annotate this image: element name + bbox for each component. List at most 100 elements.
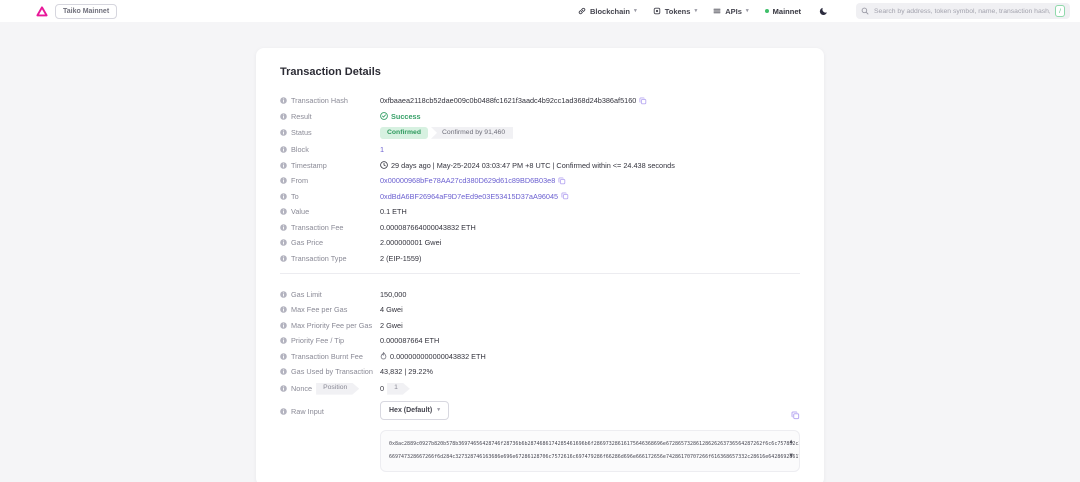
info-icon: [280, 146, 287, 154]
confirmed-by-badge: Confirmed by 91,460: [431, 127, 514, 139]
chain-link-icon: [578, 7, 586, 15]
raw-input-format-dropdown[interactable]: Hex (Default) ▾: [380, 401, 449, 421]
menu-lines-icon: [713, 8, 721, 14]
nav-apis-label: APIs: [725, 6, 742, 16]
timestamp-value: 29 days ago | May-25-2024 03:03:47 PM +8…: [391, 160, 675, 170]
chevron-down-icon: ▾: [745, 8, 749, 14]
row-priority-fee-tip: Priority Fee / Tip 0.000087664 ETH: [280, 336, 800, 345]
nav-tokens[interactable]: Tokens ▾: [653, 7, 697, 16]
burnt-fee-value: 0.000000000000043832 ETH: [390, 351, 486, 361]
info-icon: [280, 408, 287, 415]
info-icon: [280, 129, 287, 137]
info-icon: [280, 321, 287, 329]
row-raw-input: Raw Input Hex (Default) ▾: [280, 401, 800, 421]
row-gas-limit: Gas Limit 150,000: [280, 290, 800, 299]
chevron-down-icon: ▾: [437, 406, 440, 413]
row-max-fee-per-gas: Max Fee per Gas 4 Gwei: [280, 305, 800, 314]
info-icon: [280, 306, 287, 314]
network-status-label: Mainnet: [772, 6, 801, 16]
page-title: Transaction Details: [280, 66, 381, 78]
hex-line-1: 0x8ac2889c0927b820b578b36974656428746f28…: [389, 441, 799, 448]
info-icon: [280, 254, 287, 262]
network-selector-button[interactable]: Taiko Mainnet: [55, 3, 118, 19]
row-gas-used: Gas Used by Transaction 43,832 | 29.22%: [280, 367, 800, 376]
network-status[interactable]: Mainnet: [764, 6, 801, 16]
info-icon: [280, 97, 287, 104]
row-from: From 0x00000968bFe78AA27cd380D629d61c89B…: [280, 176, 800, 185]
clock-icon: [380, 161, 388, 170]
info-icon: [280, 223, 287, 231]
block-link[interactable]: 1: [380, 145, 385, 155]
token-icon: [653, 7, 660, 15]
row-transaction-hash: Transaction Hash 0xfbaaea2118cb52dae009c…: [280, 96, 800, 105]
gas-price-value: 2.000000001 Gwei: [380, 238, 442, 248]
info-icon: [280, 161, 287, 169]
row-nonce: Nonce Position 0 1: [280, 383, 800, 395]
info-icon: [280, 112, 287, 120]
transaction-fee-value: 0.000087664000043832 ETH: [380, 222, 476, 232]
nav-blockchain-label: Blockchain: [589, 6, 630, 16]
top-header: Taiko Mainnet Blockchain ▾ Tokens ▾ APIs…: [0, 0, 1080, 22]
status-success: Success: [380, 112, 421, 121]
search-icon: [861, 7, 869, 15]
max-priority-fee-value: 2 Gwei: [380, 320, 403, 330]
nav-tokens-label: Tokens: [664, 6, 691, 16]
priority-fee-value: 0.000087664 ETH: [380, 336, 440, 346]
copy-icon[interactable]: [558, 177, 566, 185]
row-status: Status Confirmed Confirmed by 91,460: [280, 127, 800, 139]
slash-shortcut-key: /: [1055, 5, 1065, 17]
main-nav: Blockchain ▾ Tokens ▾ APIs ▾ Mainnet: [578, 3, 1070, 19]
moon-icon: [819, 7, 827, 15]
row-transaction-fee: Transaction Fee 0.000087664000043832 ETH: [280, 223, 800, 232]
search-input[interactable]: [874, 7, 1050, 15]
dark-mode-toggle[interactable]: [819, 7, 828, 16]
search-bar: /: [856, 3, 1070, 19]
info-icon: [280, 208, 287, 216]
value-amount: 0.1 ETH: [380, 207, 407, 217]
flame-icon: [380, 352, 387, 360]
info-icon: [280, 385, 287, 392]
scroll-down-icon[interactable]: ▼: [789, 452, 793, 460]
from-address-link[interactable]: 0x00000968bFe78AA27cd380D629d61c89BD6B03…: [380, 176, 556, 186]
gas-limit-value: 150,000: [380, 289, 407, 299]
copy-icon[interactable]: [561, 192, 569, 200]
row-transaction-type: Transaction Type 2 (EIP-1559): [280, 254, 800, 263]
transaction-type-value: 2 (EIP-1559): [380, 253, 422, 263]
row-result: Result Success: [280, 112, 800, 121]
position-value-tag: 1: [387, 383, 410, 395]
max-fee-value: 4 Gwei: [380, 305, 403, 315]
row-timestamp: Timestamp 29 days ago | May-25-2024 03:0…: [280, 161, 800, 170]
transaction-hash-value: 0xfbaaea2118cb52dae009c0b0488fc1621f3aad…: [380, 96, 637, 105]
row-block: Block 1: [280, 145, 800, 154]
check-circle-icon: [380, 112, 388, 120]
info-icon: [280, 192, 287, 200]
chevron-down-icon: ▾: [633, 8, 637, 14]
copy-raw-input-icon[interactable]: [791, 411, 800, 420]
info-icon: [280, 290, 287, 298]
nonce-value: 0: [380, 384, 385, 394]
position-tag: Position: [316, 383, 359, 395]
row-to: To 0xdBdA6BF26964aF9D7eEd9e03E53415D37aA…: [280, 192, 800, 201]
scroll-up-icon[interactable]: ▲: [789, 438, 793, 446]
hex-line-2: 669747328667266f6d284c327328746163686e69…: [389, 454, 799, 461]
info-icon: [280, 352, 287, 360]
info-icon: [280, 337, 287, 345]
network-online-dot-icon: [764, 9, 769, 13]
row-burnt-fee: Transaction Burnt Fee 0.0000000000000438…: [280, 352, 800, 361]
chevron-down-icon: ▾: [694, 8, 698, 14]
info-icon: [280, 177, 287, 185]
nav-blockchain[interactable]: Blockchain ▾: [578, 7, 637, 16]
info-icon: [280, 368, 287, 376]
copy-icon[interactable]: [639, 96, 647, 105]
row-value: Value 0.1 ETH: [280, 207, 800, 216]
raw-input-hex-data[interactable]: 0x8ac2889c0927b820b578b36974656428746f28…: [380, 430, 800, 473]
gas-used-value: 43,832 | 29.22%: [380, 367, 434, 377]
confirmed-badge: Confirmed: [380, 127, 428, 139]
to-address-link[interactable]: 0xdBdA6BF26964aF9D7eEd9e03E53415D37aA960…: [380, 191, 559, 201]
taiko-logo-icon[interactable]: [36, 5, 48, 17]
row-max-priority-fee: Max Priority Fee per Gas 2 Gwei: [280, 321, 800, 330]
section-divider: [280, 272, 800, 274]
transaction-details-card: Transaction Details Transaction Hash 0xf…: [256, 48, 824, 482]
row-gas-price: Gas Price 2.000000001 Gwei: [280, 238, 800, 247]
nav-apis[interactable]: APIs ▾: [713, 6, 749, 16]
